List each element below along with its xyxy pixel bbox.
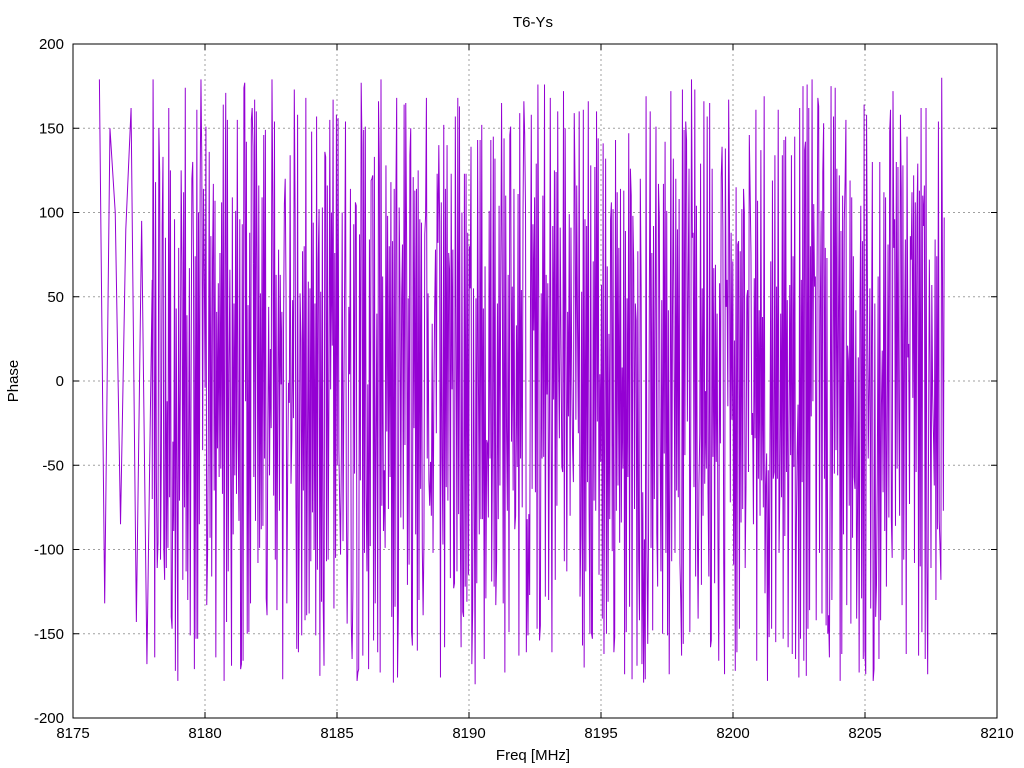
x-tick-label: 8210 [980, 725, 1013, 742]
y-tick-label: 200 [39, 36, 64, 53]
x-axis-label: Freq [MHz] [496, 747, 570, 764]
y-tick-label: 50 [47, 289, 64, 306]
x-tick-label: 8205 [848, 725, 881, 742]
y-tick-label: -100 [34, 542, 64, 559]
x-tick-label: 8175 [56, 725, 89, 742]
x-tick-label: 8180 [188, 725, 221, 742]
y-tick-label: -50 [42, 457, 64, 474]
series-line-phase [98, 77, 945, 685]
y-tick-label: -200 [34, 710, 64, 727]
y-axis-label: Phase [5, 360, 22, 403]
y-tick-label: 100 [39, 205, 64, 222]
x-tick-label: 8195 [584, 725, 617, 742]
x-tick-label: 8200 [716, 725, 749, 742]
y-tick-label: -150 [34, 626, 64, 643]
series-layer [98, 77, 945, 685]
y-tick-label: 0 [56, 373, 64, 390]
x-tick-label: 8185 [320, 725, 353, 742]
x-tick-label: 8190 [452, 725, 485, 742]
y-tick-label: 150 [39, 120, 64, 137]
ticks: 8175 8180 8185 8190 8195 8200 8205 8210 200 150 10… [34, 36, 1014, 742]
chart-title: T6-Ys [513, 14, 553, 31]
